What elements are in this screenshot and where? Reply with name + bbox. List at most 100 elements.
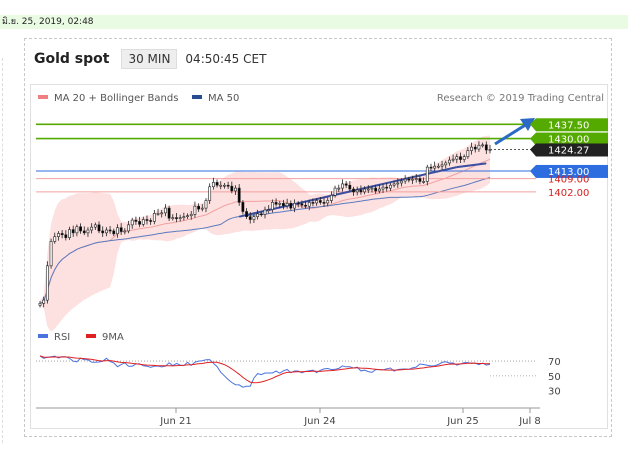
candle	[370, 187, 374, 190]
candle	[116, 227, 119, 235]
candle	[145, 219, 149, 221]
candle	[245, 211, 248, 217]
timeframe-button[interactable]: 30 MIN	[121, 49, 178, 69]
rsi-tick-label: 70	[548, 357, 561, 368]
credit-text: Research © 2019 Trading Central	[437, 93, 604, 104]
candle	[403, 178, 407, 182]
candle	[300, 203, 304, 206]
candle	[178, 217, 182, 219]
candle	[315, 200, 319, 204]
candle	[130, 219, 134, 226]
candle	[42, 299, 46, 304]
rsi-lines	[36, 355, 536, 388]
candle	[374, 187, 378, 192]
candle	[57, 233, 60, 237]
level-label-5: 1402.00	[548, 188, 589, 199]
candle	[200, 207, 204, 210]
main-legend: MA 20 + Bollinger Bands MA 50 Research ©…	[38, 93, 604, 104]
candle	[270, 202, 274, 210]
support-trendline	[238, 166, 458, 218]
candle	[123, 230, 127, 233]
level-label-2: 1424.27	[548, 145, 589, 156]
candle	[256, 213, 260, 217]
rsi-legend-swatch	[38, 334, 48, 338]
resistance-tag-0	[536, 118, 608, 132]
ma50-legend-label: MA 50	[208, 93, 239, 104]
candle	[363, 188, 366, 193]
candle	[45, 265, 49, 301]
candle	[75, 226, 79, 234]
candle	[64, 234, 68, 238]
pivot-tag-3	[536, 164, 608, 178]
candle	[164, 207, 167, 214]
candle	[333, 187, 337, 196]
rsi-panel: RSI 9MA	[38, 332, 124, 343]
left-divider	[2, 58, 4, 443]
candle	[223, 184, 226, 187]
widget-frame	[24, 38, 612, 437]
candle	[208, 186, 212, 201]
candle	[448, 159, 451, 164]
x-tick-label: Jun 21	[159, 416, 192, 427]
price-levels	[36, 123, 536, 193]
candle	[433, 165, 437, 169]
candle	[156, 213, 160, 215]
candle	[459, 156, 462, 160]
rsi-ma-line	[39, 355, 491, 384]
candle	[381, 186, 385, 190]
x-tick-label: Jul 8	[518, 416, 541, 427]
timestamp: มิ.ย. 25, 2019, 02:48	[0, 15, 628, 29]
candle	[86, 229, 90, 234]
top-bar: มิ.ย. 25, 2019, 02:48	[0, 0, 628, 44]
candle	[68, 229, 71, 238]
candle	[411, 178, 414, 181]
candle	[473, 146, 477, 150]
candle	[326, 200, 330, 204]
candle	[108, 229, 112, 232]
resistance-tag-pointer-1	[530, 132, 536, 146]
x-tick-label: Jun 25	[446, 416, 479, 427]
candle	[71, 229, 75, 234]
candle	[93, 224, 97, 228]
candle	[429, 166, 433, 169]
candle	[241, 202, 245, 212]
candle	[90, 226, 94, 231]
candle	[337, 187, 341, 190]
candle	[425, 166, 429, 182]
candles	[38, 141, 492, 308]
candle	[366, 188, 370, 191]
candle	[189, 214, 193, 217]
resistance-tag-pointer-0	[530, 118, 536, 132]
candle	[204, 200, 208, 209]
candle	[352, 188, 355, 193]
candle	[322, 202, 326, 204]
candle	[82, 230, 86, 234]
candle	[160, 212, 164, 215]
rsi-line	[39, 355, 491, 388]
candle	[470, 146, 473, 151]
support-trendline-extension	[456, 162, 487, 169]
rsi-ma-legend-label: 9MA	[102, 332, 124, 343]
ma20-line	[39, 158, 491, 304]
candle	[263, 209, 267, 215]
rsi-ma-legend-swatch	[86, 334, 96, 338]
candle	[455, 156, 459, 160]
candle	[127, 224, 130, 232]
candle	[329, 195, 333, 201]
candle	[186, 215, 189, 218]
rsi-tick-label: 50	[548, 372, 561, 383]
candle	[400, 180, 403, 184]
candle	[259, 213, 263, 216]
chart-frame	[30, 84, 608, 429]
candle	[149, 220, 153, 222]
candle	[311, 202, 315, 204]
candle	[60, 233, 64, 236]
candle	[141, 219, 145, 225]
candle	[307, 202, 311, 207]
ma20-legend-label: MA 20 + Bollinger Bands	[54, 93, 178, 104]
candle	[278, 203, 282, 205]
candle	[167, 207, 171, 219]
candle	[304, 204, 307, 207]
candle	[285, 203, 289, 207]
